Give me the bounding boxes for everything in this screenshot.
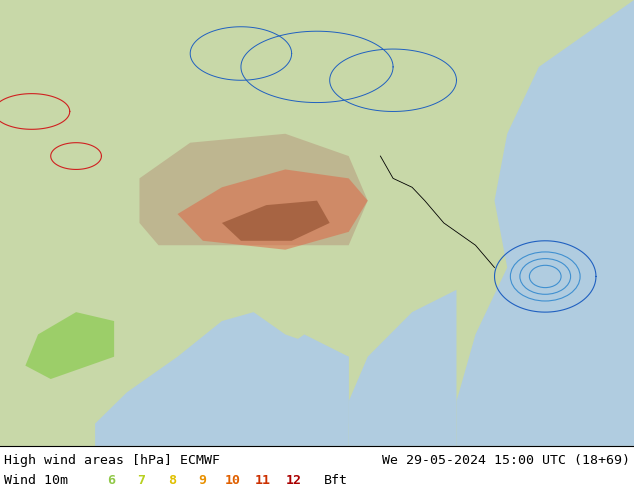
Text: We 29-05-2024 15:00 UTC (18+69): We 29-05-2024 15:00 UTC (18+69)	[382, 454, 630, 466]
Polygon shape	[95, 312, 349, 446]
Polygon shape	[222, 201, 330, 241]
Text: 7: 7	[138, 474, 145, 487]
Polygon shape	[139, 134, 368, 245]
Polygon shape	[178, 170, 368, 250]
Text: 12: 12	[285, 474, 302, 487]
Text: Bft: Bft	[324, 474, 348, 487]
Text: 6: 6	[107, 474, 115, 487]
Text: 11: 11	[255, 474, 271, 487]
Text: 9: 9	[198, 474, 206, 487]
Text: 8: 8	[168, 474, 176, 487]
Polygon shape	[349, 290, 456, 446]
Text: Wind 10m: Wind 10m	[4, 474, 68, 487]
Polygon shape	[254, 334, 349, 423]
Polygon shape	[520, 89, 583, 156]
Text: High wind areas [hPa] ECMWF: High wind areas [hPa] ECMWF	[4, 454, 221, 466]
Polygon shape	[25, 312, 114, 379]
Text: 10: 10	[224, 474, 241, 487]
Polygon shape	[456, 0, 634, 446]
